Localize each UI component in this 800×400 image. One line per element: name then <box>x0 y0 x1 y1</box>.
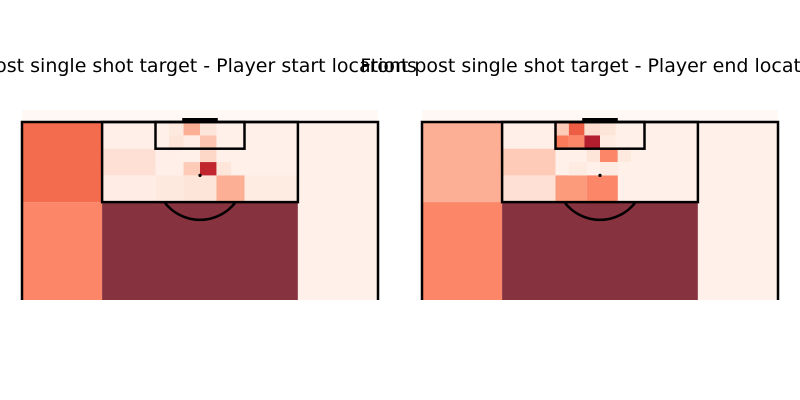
heatmap-cell <box>155 175 184 203</box>
heatmap-cell <box>617 175 698 203</box>
heatmap-cell <box>584 135 600 149</box>
heatmap-cell <box>200 162 217 176</box>
penalty-arc <box>563 201 637 222</box>
penalty-spot <box>598 173 602 177</box>
heatmap-cell <box>555 135 569 149</box>
heatmap-cell <box>422 122 503 203</box>
heatmap-cell <box>244 122 298 176</box>
heatmap-cell <box>555 175 587 203</box>
chart-title: post single shot target - Player start l… <box>0 55 417 77</box>
heatmap-cell <box>168 135 184 149</box>
heatmap-cell <box>600 122 616 136</box>
heatmap-cell <box>697 122 778 300</box>
heatmap-cell <box>102 122 156 149</box>
heatmap-cell <box>555 122 569 136</box>
heatmap-cell <box>422 202 503 300</box>
heatmap-cell <box>102 175 156 203</box>
heatmap-cell <box>586 175 618 203</box>
heatmap-cell <box>617 148 632 163</box>
heatmap-cell <box>102 148 156 176</box>
heatmap-cell <box>200 122 217 136</box>
start-locations-panel: post single shot target - Player start l… <box>0 55 417 300</box>
heatmap-cell <box>502 148 556 176</box>
end-locations-panel: Front post single shot target - Player e… <box>360 55 800 300</box>
heatmap-cell <box>200 148 217 163</box>
heatmap-cell <box>584 122 600 136</box>
penalty-spot <box>198 173 202 177</box>
heatmap-cell <box>216 162 232 176</box>
heatmap-cell <box>297 122 378 300</box>
heatmap-cell <box>102 202 298 300</box>
heatmap-margin <box>22 110 378 122</box>
heatmap-cell <box>22 202 103 300</box>
heatmap-cell <box>600 135 616 149</box>
heatmap-cells <box>422 110 778 300</box>
heatmap-cell <box>22 122 103 203</box>
heatmap-cell <box>200 135 217 149</box>
heatmap-cell <box>183 148 200 163</box>
heatmap-cell <box>502 202 698 300</box>
heatmap-cell <box>183 162 200 176</box>
heatmap-cell <box>586 148 600 163</box>
chart-title: Front post single shot target - Player e… <box>360 55 800 77</box>
heatmap-cell <box>183 135 200 149</box>
heatmap-cell <box>183 122 200 136</box>
heatmap-cell <box>568 122 585 136</box>
heatmap-cell <box>568 135 585 149</box>
heatmap-cell <box>244 175 298 203</box>
heatmap-cell <box>155 148 184 176</box>
heatmap-cell <box>568 162 587 176</box>
heatmap-cell <box>600 148 618 163</box>
heatmap-margin <box>422 110 778 122</box>
heatmap-cell <box>644 122 698 176</box>
heatmap-cells <box>22 110 378 300</box>
heatmap-cell <box>600 162 618 176</box>
heatmap-cell <box>168 122 184 136</box>
heatmap-cell <box>502 175 556 203</box>
heatmap-cell <box>183 175 217 203</box>
heatmap-cell <box>216 175 245 203</box>
heatmap-cell <box>502 122 556 149</box>
penalty-arc <box>163 201 237 222</box>
